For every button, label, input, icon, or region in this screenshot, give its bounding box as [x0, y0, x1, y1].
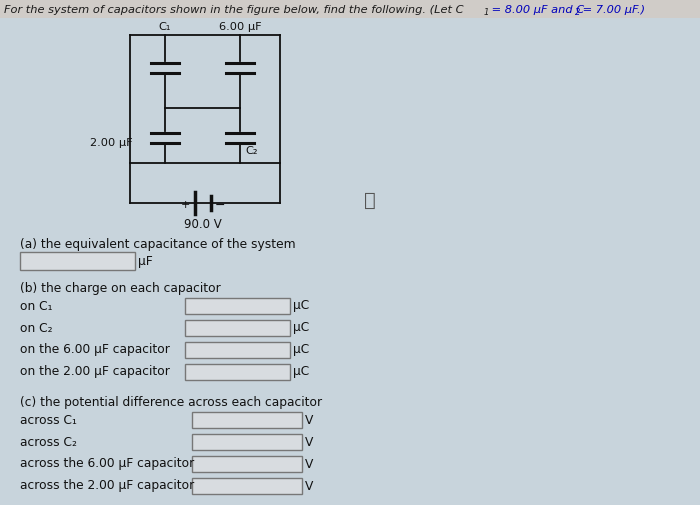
Text: (a) the equivalent capacitance of the system: (a) the equivalent capacitance of the sy…: [20, 238, 295, 251]
Text: μF: μF: [138, 255, 153, 268]
Text: V: V: [305, 458, 314, 471]
Text: 2: 2: [575, 8, 580, 17]
Text: (b) the charge on each capacitor: (b) the charge on each capacitor: [20, 282, 220, 295]
Text: 90.0 V: 90.0 V: [183, 219, 221, 231]
Bar: [192, 478, 302, 494]
Bar: [192, 456, 302, 472]
Text: C₁: C₁: [159, 22, 172, 32]
Text: across C₂: across C₂: [20, 435, 77, 448]
Text: across C₁: across C₁: [20, 414, 77, 427]
Text: 1: 1: [484, 8, 489, 17]
Text: −: −: [214, 198, 225, 212]
Text: μC: μC: [293, 299, 309, 313]
Text: on the 6.00 μF capacitor: on the 6.00 μF capacitor: [20, 343, 170, 357]
Text: on C₂: on C₂: [20, 322, 52, 334]
Text: μC: μC: [293, 366, 309, 379]
Text: ⓘ: ⓘ: [364, 190, 376, 210]
Text: 6.00 μF: 6.00 μF: [218, 22, 261, 32]
Bar: [185, 364, 290, 380]
Bar: [185, 320, 290, 336]
Text: 2.00 μF: 2.00 μF: [90, 138, 133, 148]
Bar: [185, 298, 290, 314]
Text: on the 2.00 μF capacitor: on the 2.00 μF capacitor: [20, 366, 170, 379]
Bar: [0, 0, 700, 18]
Text: +: +: [181, 200, 190, 210]
Bar: [185, 342, 290, 358]
Text: V: V: [305, 480, 314, 492]
Text: across the 2.00 μF capacitor: across the 2.00 μF capacitor: [20, 480, 195, 492]
Text: V: V: [305, 435, 314, 448]
Text: V: V: [305, 414, 314, 427]
Bar: [192, 434, 302, 450]
Text: μC: μC: [293, 343, 309, 357]
Bar: [192, 412, 302, 428]
Text: C₂: C₂: [245, 146, 258, 156]
Text: μC: μC: [293, 322, 309, 334]
Text: on C₁: on C₁: [20, 299, 52, 313]
Text: = 7.00 μF.): = 7.00 μF.): [579, 5, 645, 15]
Text: across the 6.00 μF capacitor: across the 6.00 μF capacitor: [20, 458, 195, 471]
Bar: [20, 252, 135, 270]
Text: = 8.00 μF and C: = 8.00 μF and C: [488, 5, 584, 15]
Text: For the system of capacitors shown in the figure below, find the following. (Let: For the system of capacitors shown in th…: [4, 5, 463, 15]
Text: (c) the potential difference across each capacitor: (c) the potential difference across each…: [20, 396, 322, 409]
